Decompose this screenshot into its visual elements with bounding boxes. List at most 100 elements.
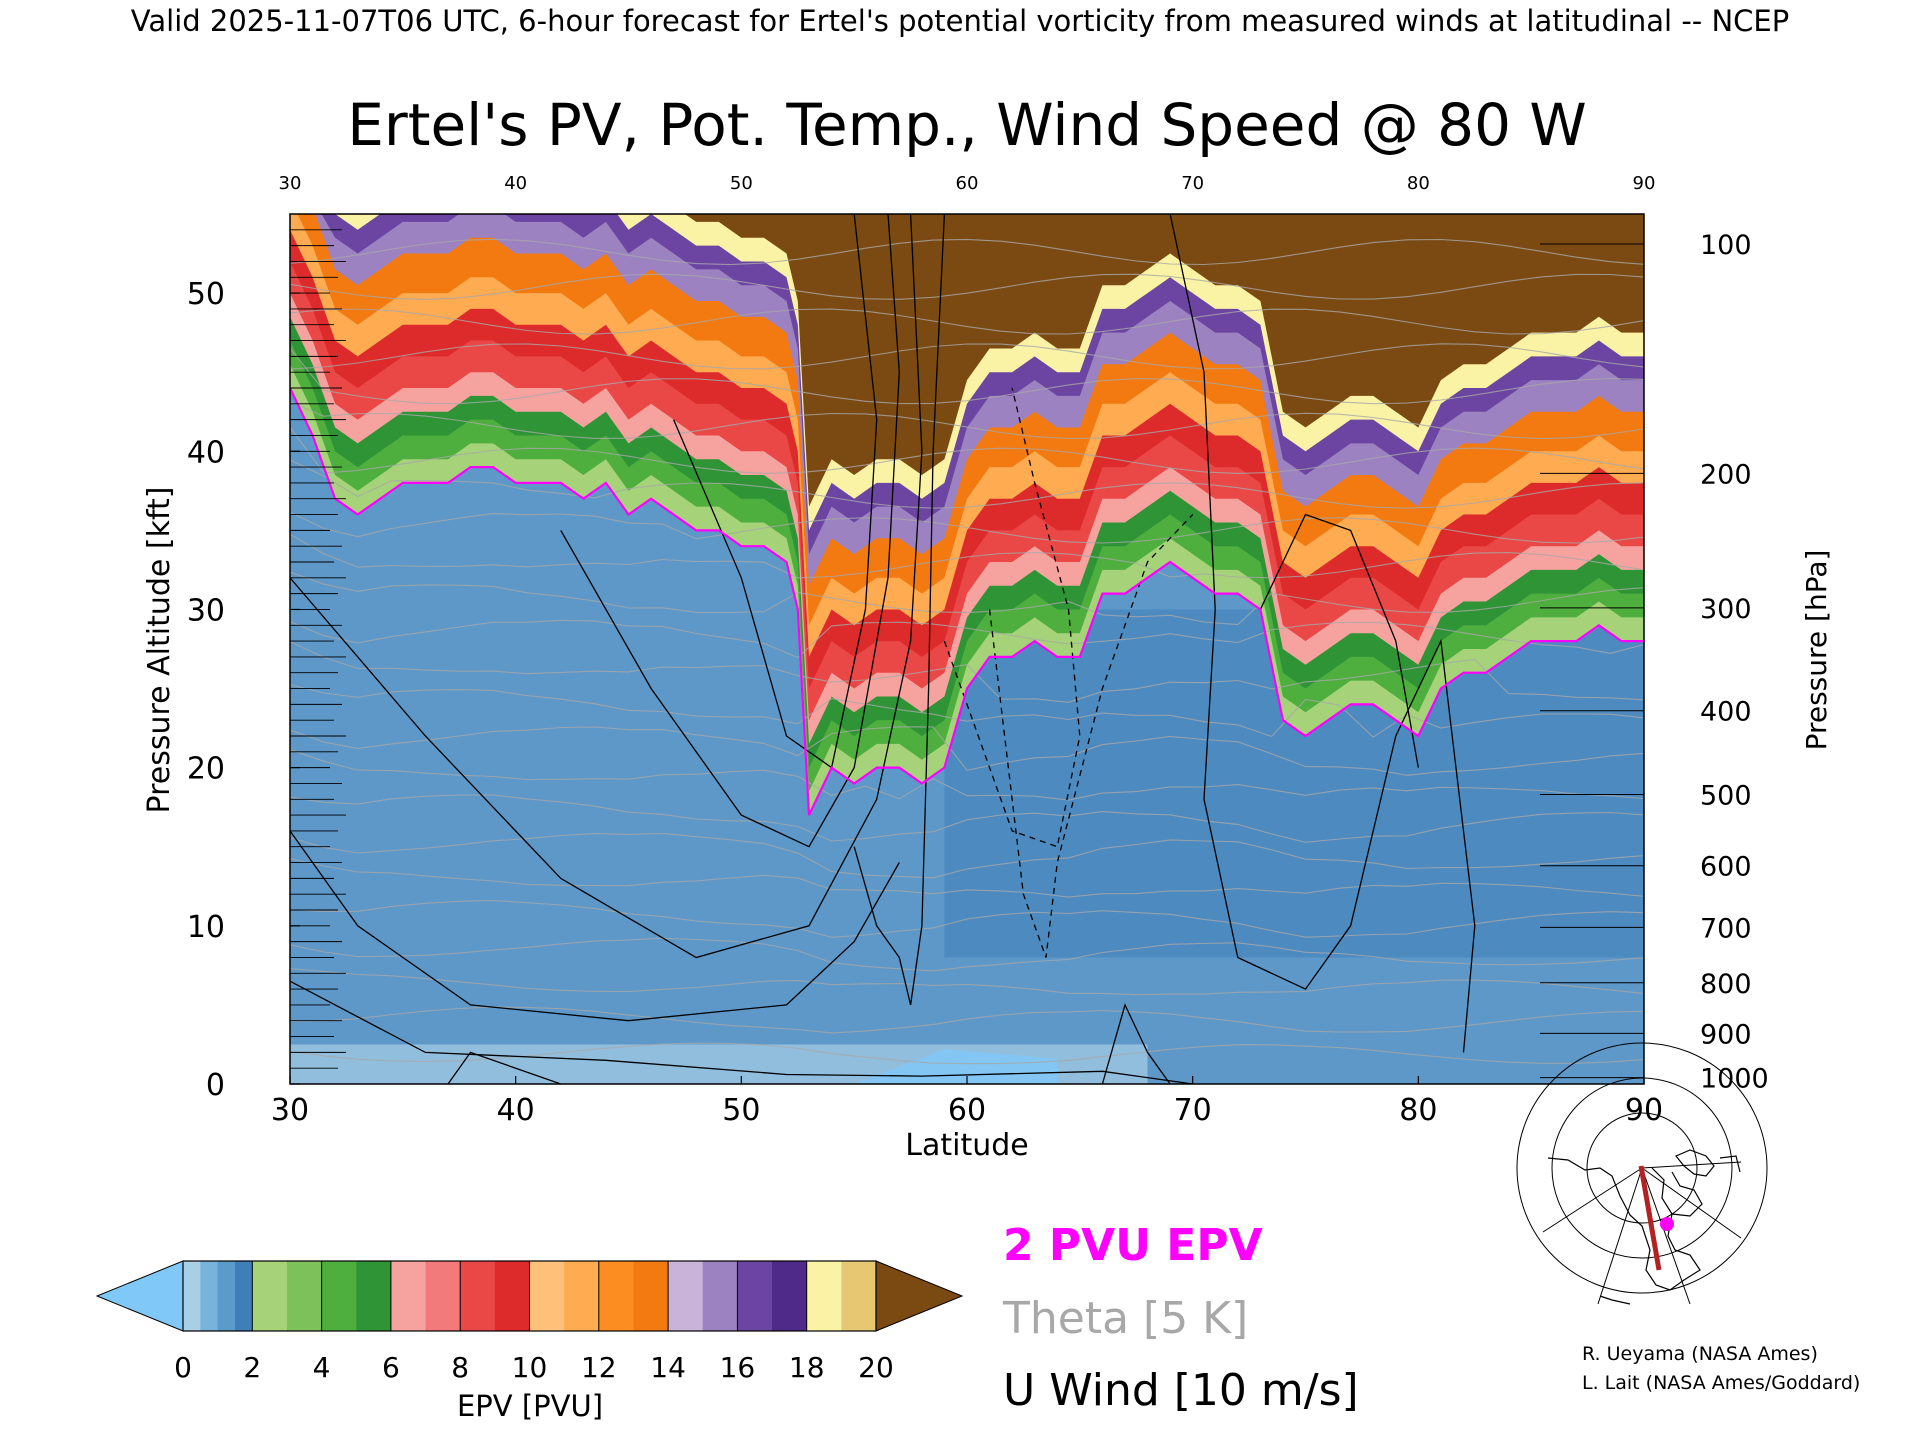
theta-isentrope [290,641,1644,703]
map-marker [1660,1217,1674,1231]
y-tick-label: 20 [187,752,225,787]
theta-isentrope [290,726,1644,776]
legend: 2 PVU EPV Theta [5 K] U Wind [10 m/s] [1002,1220,1359,1416]
colorbar-bin [234,1261,253,1331]
colorbar-tick-label: 20 [858,1351,894,1384]
x-tick-label: 80 [1399,1093,1437,1128]
u-wind-isotach [943,387,1081,848]
theta-isentrope [290,571,1644,626]
u-wind-isotach [560,214,900,848]
theta-isentrope [290,832,1644,879]
pressure-tick-label: 300 [1700,594,1752,625]
map-graticule [1516,1042,1768,1305]
pressure-tick-label: 400 [1700,697,1752,728]
theta-isentrope [290,511,1644,544]
colorbar-bin [425,1261,461,1331]
colorbar-bin [183,1261,201,1331]
y-tick-label: 40 [187,435,225,470]
theta-isentrope [290,749,1644,801]
wind-contours [290,214,1476,1084]
u-wind-isotach [1169,214,1476,1053]
x-axis-top: 30 40 50 60 70 80 90 [279,173,1656,194]
colorbar-tick-label: 14 [650,1351,686,1384]
colorbar-bin [529,1261,565,1331]
u-wind-isotach [290,214,923,959]
y-axis-label-right: Pressure [hPa] [1800,550,1833,751]
colorbar-tick-label: 0 [174,1351,192,1384]
cross-section-path [1638,1165,1662,1271]
pressure-tick-label: 200 [1700,459,1752,490]
two-pvu-contour [290,387,1644,816]
x-tick-label: 50 [722,1093,760,1128]
colorbar-tick-label: 8 [451,1351,469,1384]
map-coastlines [1547,1149,1741,1305]
theta-isentrope [290,348,1644,405]
colorbar-bin [668,1261,704,1331]
colorbar-bin [633,1261,669,1331]
theta-isentrope [290,308,1644,335]
top-x-tick-label: 50 [730,173,753,194]
colorbar-bin [564,1261,600,1331]
x-tick-label: 60 [948,1093,986,1128]
colorbar-under-arrow [95,1260,184,1332]
y-tick-label: 0 [206,1068,225,1103]
top-x-tick-label: 60 [956,173,979,194]
theta-isentrope [290,343,1644,370]
theta-isentrope [290,684,1644,738]
locator-map [1516,1042,1768,1305]
colorbar-tick-label: 6 [382,1351,400,1384]
colorbar-bin [321,1261,357,1331]
colorbar-tick-label: 2 [243,1351,261,1384]
x-tick-label: 40 [497,1093,535,1128]
y-axis-left: 0 10 20 30 40 50 [187,229,346,1103]
credit-ueyama: R. Ueyama (NASA Ames) [1582,1343,1818,1365]
x-axis-label: Latitude [905,1128,1028,1163]
pressure-tick-label: 800 [1700,969,1752,1000]
credit-lait: L. Lait (NASA Ames/Goddard) [1582,1372,1860,1394]
theta-isentrope [290,238,1644,266]
top-x-tick-label: 70 [1181,173,1204,194]
pressure-tick-label: 100 [1700,230,1752,261]
epv-colorbar: 0 2 4 6 8 10 12 14 16 18 20 [95,1260,964,1384]
y-axis-label-left: Pressure Altitude [kft] [142,487,177,814]
top-x-tick-label: 30 [279,173,302,194]
pressure-tick-label: 500 [1700,781,1752,812]
colorbar-bin [200,1261,219,1331]
colorbar-bin [252,1261,288,1331]
legend-2pvu: 2 PVU EPV [1003,1220,1263,1271]
legend-theta: Theta [5 K] [1002,1293,1248,1344]
stratosphere-band-11 [684,214,1644,507]
two-pvu-contour-layer [290,387,1644,816]
theta-isentrope [290,858,1644,898]
u-wind-isotach [447,1051,562,1084]
theta-isentrope [290,967,1644,996]
x-tick-label: 30 [271,1093,309,1128]
theta-isentrope [290,273,1644,300]
theta-isentrope [290,794,1644,843]
theta-isentrope [290,619,1644,659]
colorbar-tick-label: 12 [581,1351,617,1384]
u-wind-isotach [1101,1003,1171,1084]
top-x-tick-label: 40 [504,173,527,194]
y-tick-label: 30 [187,593,225,628]
colorbar-bin [772,1261,808,1331]
colorbar-bin [217,1261,236,1331]
colorbar-bin [390,1261,427,1331]
u-wind-isotach [988,514,1194,958]
colorbar-over-arrow [875,1260,964,1332]
pressure-tick-label: 1000 [1700,1064,1769,1095]
x-tick-label: 70 [1174,1093,1212,1128]
colorbar-bin [356,1261,392,1331]
theta-isentrope [290,533,1644,579]
colorbar-bin [286,1261,323,1331]
colorbar-bin [737,1261,773,1331]
colorbar-tick-label: 18 [789,1351,825,1384]
y-axis-right: 100 200 300 400 500 600 700 800 900 1000 [1540,230,1769,1095]
colorbar-bin [494,1261,531,1331]
theta-isentrope [290,427,1644,474]
pressure-tick-label: 600 [1700,852,1752,883]
theta-isentrope [290,899,1644,938]
theta-contours [290,238,1644,1065]
colorbar-bin [460,1261,496,1331]
